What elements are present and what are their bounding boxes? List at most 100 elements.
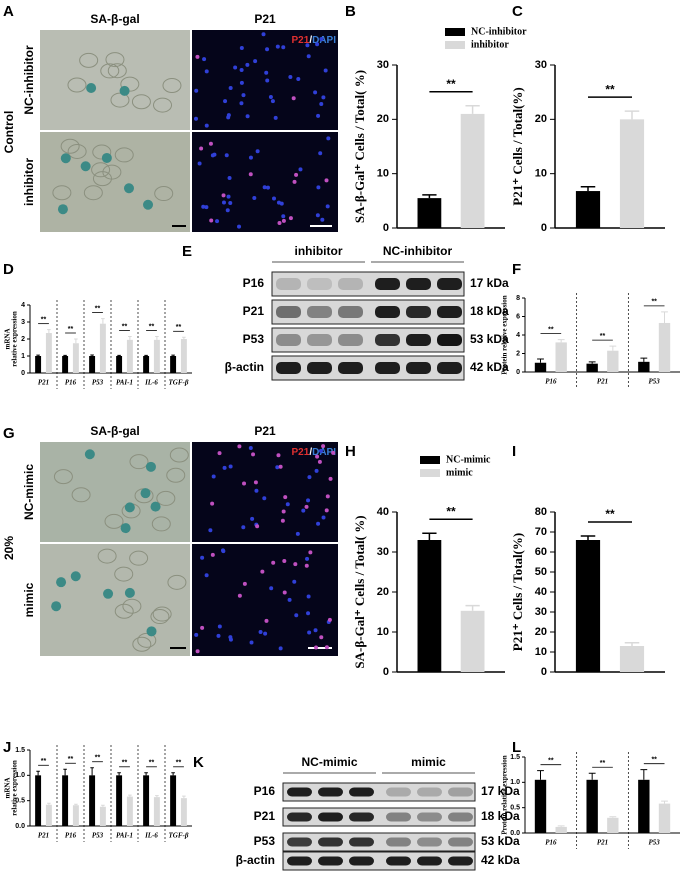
x-tick-label: P53 xyxy=(92,379,104,387)
y-axis-label: Protein relative expression xyxy=(501,295,509,374)
significance: ** xyxy=(176,324,182,331)
blot-band xyxy=(417,812,442,822)
nucleus xyxy=(272,196,277,201)
stain: DAPI xyxy=(312,35,336,46)
row-label: inhibitor xyxy=(22,158,36,206)
nucleus xyxy=(264,70,269,75)
bar xyxy=(575,191,601,228)
error-bar xyxy=(580,535,596,540)
error-bar xyxy=(90,354,94,356)
panel-letter: F xyxy=(512,261,521,278)
stain-sep: / xyxy=(309,35,312,46)
y-tick-label: 0 xyxy=(516,369,520,376)
nucleus xyxy=(320,217,325,222)
error-bar xyxy=(588,361,596,364)
y-axis-label: mRNA xyxy=(4,329,12,350)
nucleus xyxy=(292,179,297,184)
bar xyxy=(99,806,106,826)
nucleus xyxy=(228,637,233,642)
y-tick-label: 40 xyxy=(377,506,389,518)
lane-header: NC-mimic xyxy=(301,755,357,769)
nucleus xyxy=(211,474,216,479)
nucleus xyxy=(217,451,222,456)
nucleus xyxy=(233,65,238,70)
stained-cell xyxy=(86,83,97,94)
nucleus xyxy=(194,116,199,121)
cell xyxy=(110,92,130,108)
blot-band xyxy=(417,856,442,866)
cell xyxy=(92,144,112,160)
panel-letter: E xyxy=(182,243,192,260)
bar xyxy=(99,323,106,373)
stained-cell xyxy=(124,587,135,598)
bar xyxy=(126,339,133,373)
cell xyxy=(166,467,186,483)
nucleus xyxy=(227,175,232,180)
bar xyxy=(460,113,485,228)
significance: ** xyxy=(68,756,74,763)
cell xyxy=(154,186,174,202)
y-tick-label: 0 xyxy=(21,370,25,377)
nucleus xyxy=(224,153,229,158)
y-tick-label: 0.0 xyxy=(15,823,25,830)
bar xyxy=(586,779,598,833)
y-axis-label: mRNA xyxy=(4,778,12,799)
cell xyxy=(153,97,173,113)
nucleus xyxy=(262,496,267,501)
nucleus xyxy=(204,69,209,74)
blot-band xyxy=(287,787,312,797)
blot-band xyxy=(287,812,312,822)
error-bar xyxy=(661,311,668,323)
nucleus xyxy=(241,93,246,98)
error-bar xyxy=(588,772,596,780)
bar xyxy=(607,350,619,372)
protein-label: P53 xyxy=(254,834,276,848)
error-bar xyxy=(144,354,148,356)
nucleus xyxy=(262,185,267,190)
cell xyxy=(114,147,134,163)
nucleus xyxy=(318,151,323,156)
stained-cell xyxy=(143,199,154,210)
blot-band xyxy=(318,856,343,866)
significance: ** xyxy=(95,755,101,762)
mw-label: 53 kDa xyxy=(470,332,509,346)
nucleus xyxy=(288,75,293,80)
nucleus xyxy=(228,464,233,469)
stain: P21 xyxy=(292,35,310,46)
error-bar xyxy=(465,105,480,114)
panel-letter: K xyxy=(193,754,204,771)
nucleus xyxy=(258,630,263,635)
nucleus xyxy=(291,96,296,101)
bar xyxy=(534,779,547,833)
y-tick-label: 0 xyxy=(383,222,389,234)
stained-cell xyxy=(56,577,67,588)
nucleus xyxy=(317,459,322,464)
nucleus xyxy=(209,218,214,223)
nucleus xyxy=(281,45,286,50)
nucleus xyxy=(217,624,222,629)
blot-band xyxy=(417,787,442,797)
error-bar xyxy=(537,358,544,363)
blot-band xyxy=(349,856,374,866)
blot-band xyxy=(406,334,431,346)
error-bar xyxy=(144,772,148,776)
nucleus xyxy=(313,628,318,633)
nucleus xyxy=(304,563,309,568)
nucleus xyxy=(305,43,310,48)
nucleus xyxy=(308,550,313,555)
nucleus xyxy=(275,465,280,470)
error-bar xyxy=(90,767,94,776)
bar xyxy=(555,342,567,372)
y-tick-label: 30 xyxy=(377,59,389,71)
nucleus xyxy=(287,597,292,602)
x-tick-label: P16 xyxy=(65,832,77,840)
error-bar xyxy=(609,345,617,351)
y-tick-label: 1.5 xyxy=(510,754,520,761)
error-bar xyxy=(609,816,617,818)
blot-band xyxy=(276,306,301,318)
error-bar xyxy=(640,769,648,780)
blot-band xyxy=(375,334,400,346)
bar xyxy=(116,775,123,826)
nucleus xyxy=(304,504,309,509)
error-bar xyxy=(47,329,51,334)
